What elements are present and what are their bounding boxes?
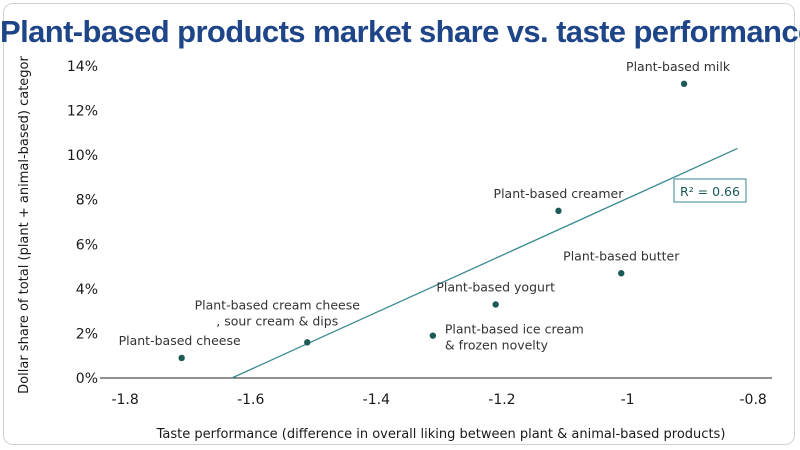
y-tick-label: 8%: [76, 193, 98, 209]
x-tick-label: -1.2: [488, 392, 515, 408]
chart-title: Plant-based products market share vs. ta…: [0, 14, 800, 49]
point-label: Plant-based butter: [563, 248, 680, 263]
chart-frame: [3, 3, 795, 445]
point-label: Plant-based yogurt: [436, 279, 555, 294]
point-label: Plant-based cream cheese, sour cream & d…: [195, 297, 361, 328]
y-tick-labels: 0% 2% 4% 6% 8% 10% 12% 14%: [67, 59, 98, 387]
y-tick-label: 4%: [76, 282, 98, 298]
data-point: [555, 207, 562, 215]
data-point: [618, 270, 625, 277]
point-label: Plant-based ice cream & frozen novelty: [445, 322, 584, 353]
x-tick-labels: -1.8 -1.6 -1.4 -1.2 -1 -0.8: [111, 392, 766, 408]
data-point: [492, 301, 499, 308]
x-axis-label: Taste performance (difference in overall…: [156, 427, 726, 442]
point-label: Plant-based cheese: [119, 333, 241, 348]
x-tick-label: -1.4: [363, 392, 390, 408]
y-tick-label: 0%: [76, 371, 98, 387]
x-tick-label: -1: [621, 392, 635, 408]
data-points: [178, 80, 688, 362]
x-tick-label: -1.6: [237, 392, 264, 408]
trendline: [231, 147, 738, 379]
point-labels: Plant-based cheese Plant-based cream chee…: [119, 59, 731, 353]
data-point: [178, 354, 185, 362]
data-point: [680, 80, 688, 88]
data-point: [304, 339, 311, 346]
point-label: Plant-based creamer: [494, 186, 625, 201]
data-point: [429, 332, 437, 339]
x-tick-label: -0.8: [739, 392, 766, 408]
y-tick-label: 10%: [67, 148, 98, 164]
y-tick-label: 2%: [76, 326, 98, 342]
y-tick-label: 12%: [67, 104, 98, 120]
r2-label: R² = 0.66: [680, 184, 740, 199]
point-label: Plant-based milk: [626, 59, 731, 74]
y-axis-label: Dollar share of total (plant + animal-ba…: [17, 56, 32, 394]
y-tick-label: 6%: [76, 237, 98, 253]
x-tick-label: -1.8: [111, 392, 138, 408]
r2-annotation: R² = 0.66: [673, 178, 747, 203]
y-tick-label: 14%: [67, 59, 98, 75]
r2-box: [673, 178, 747, 203]
